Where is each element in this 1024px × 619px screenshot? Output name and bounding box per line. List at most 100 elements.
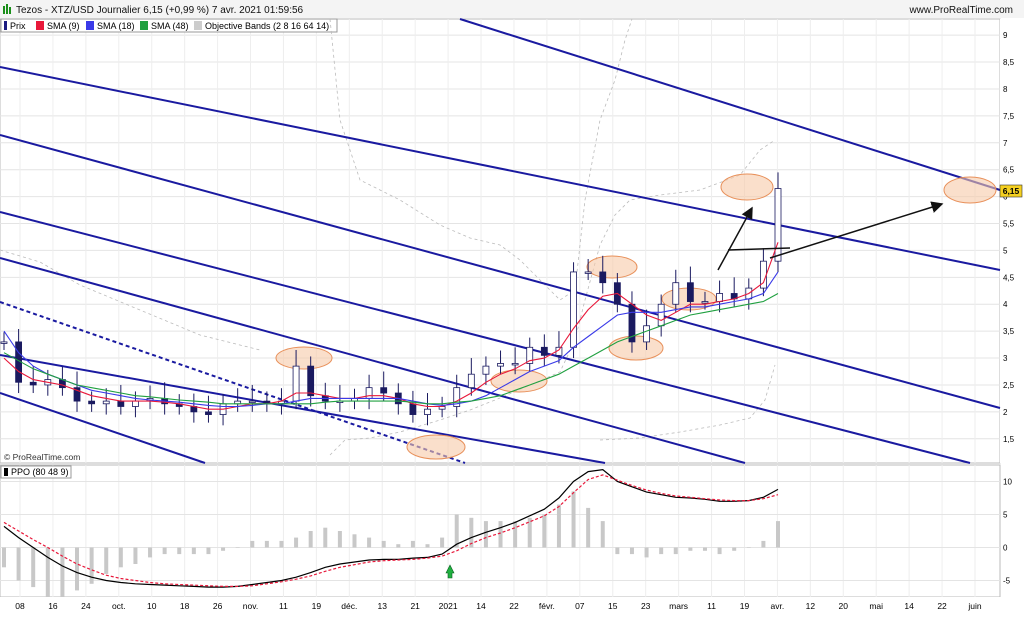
legend-swatch — [86, 21, 94, 30]
x-tick-label: oct. — [112, 601, 126, 611]
histogram-bar — [746, 547, 751, 548]
histogram-bar — [45, 547, 50, 597]
candle — [584, 259, 592, 281]
ppo-label: PPO (80 48 9) — [11, 467, 69, 477]
legend-swatch — [194, 21, 202, 30]
target-ellipse — [720, 173, 774, 201]
histogram-bar — [571, 491, 576, 548]
price-y-ticks: 98,587,576,565,554,543,532,521,5 — [1003, 31, 1015, 444]
ppo-swatch — [4, 468, 8, 476]
x-tick-label: 22 — [509, 601, 519, 611]
x-tick-label: 20 — [839, 601, 849, 611]
histogram-bar — [454, 514, 459, 548]
histogram-bar — [381, 540, 386, 548]
histogram-bar — [294, 537, 299, 548]
histogram-bar — [104, 547, 109, 574]
histogram-bar — [498, 521, 503, 548]
histogram-bar — [75, 547, 80, 591]
legend-item-prix: Prix — [4, 21, 26, 31]
channel-line-6 — [0, 354, 606, 464]
y-tick-label: 8 — [1003, 85, 1008, 94]
x-tick-label: avr. — [771, 601, 785, 611]
x-tick-label: 19 — [740, 601, 750, 611]
y-tick-label: 3 — [1003, 354, 1008, 363]
target-ellipse — [490, 369, 548, 393]
histogram-bar — [425, 544, 430, 548]
candle — [88, 391, 96, 412]
histogram-bar — [308, 531, 313, 548]
histogram-bar — [761, 540, 766, 548]
target-zones — [275, 173, 997, 460]
x-tick-label: 10 — [147, 601, 157, 611]
candle — [570, 262, 577, 359]
y-tick-label: 2 — [1003, 408, 1008, 417]
x-tick-label: 12 — [806, 601, 816, 611]
arrow-up — [717, 206, 753, 271]
target-ellipse — [406, 434, 466, 460]
channel-line-dashed — [0, 301, 466, 464]
arrow-base — [727, 247, 791, 251]
legend-swatch — [140, 21, 148, 30]
header-bar — [0, 0, 1024, 18]
copyright: © ProRealTime.com — [4, 452, 80, 462]
y-tick-label: 7,5 — [1003, 112, 1015, 121]
histogram-bar — [235, 547, 240, 548]
histogram-bar — [732, 547, 737, 551]
x-tick-label: 11 — [279, 601, 288, 611]
candle — [672, 269, 680, 313]
price-series-lines — [3, 242, 779, 410]
chart-title: Tezos - XTZ/USD Journalier 6,15 (+0,99 %… — [16, 5, 304, 16]
x-tick-label: mars — [669, 601, 688, 611]
histogram-bar — [367, 537, 372, 548]
histogram-bar — [133, 547, 138, 564]
x-axis — [0, 597, 1024, 614]
channel-line-5 — [0, 257, 746, 464]
x-tick-label: 16 — [48, 601, 58, 611]
histogram-bar — [702, 547, 707, 551]
x-tick-label: 15 — [608, 601, 618, 611]
histogram-bar — [148, 547, 153, 558]
candle — [497, 350, 504, 375]
x-tick-label: 13 — [378, 601, 388, 611]
histogram-bar — [600, 521, 605, 548]
ppo-lines — [3, 468, 779, 588]
x-tick-label: juin — [967, 601, 982, 611]
x-tick-label: 19 — [312, 601, 322, 611]
channel-line-3 — [0, 134, 1001, 409]
x-tick-label: 2021 — [439, 601, 458, 611]
y-tick-label: 5 — [1003, 246, 1008, 255]
x-tick-label: 11 — [707, 601, 716, 611]
histogram-bar — [483, 521, 488, 548]
candle — [73, 371, 81, 412]
y-tick-label: 1,5 — [1003, 435, 1015, 444]
candle — [453, 374, 461, 418]
channel-line-4 — [0, 211, 971, 464]
x-tick-label: 08 — [15, 601, 25, 611]
y-tick-label: 9 — [1003, 31, 1008, 40]
legend-label: Objective Bands (2 8 16 64 14) — [205, 21, 329, 31]
histogram-bar — [191, 547, 196, 555]
histogram-bar — [323, 527, 328, 548]
y-tick-label: 3,5 — [1003, 327, 1015, 336]
channel-line-1 — [459, 18, 1001, 191]
y-tick-label: 0 — [1003, 544, 1008, 553]
app-icon — [3, 4, 11, 14]
sma-line-2 — [3, 271, 779, 408]
histogram-bar — [279, 540, 284, 548]
histogram-bar — [659, 547, 664, 555]
x-tick-label: 07 — [575, 601, 585, 611]
y-tick-label: 10 — [1003, 478, 1012, 487]
channel-line-7 — [0, 392, 206, 464]
candle — [540, 334, 548, 367]
histogram-bar — [469, 517, 474, 548]
x-tick-label: mai — [869, 601, 883, 611]
y-tick-label: -5 — [1003, 577, 1011, 586]
histogram-bar — [118, 547, 123, 568]
histogram-bar — [2, 547, 6, 568]
legend: Prix SMA (9) SMA (18) SMA (48) Objective… — [0, 18, 338, 33]
target-ellipse — [943, 176, 997, 204]
ppo-line — [3, 468, 779, 588]
x-tick-label: déc. — [341, 601, 357, 611]
